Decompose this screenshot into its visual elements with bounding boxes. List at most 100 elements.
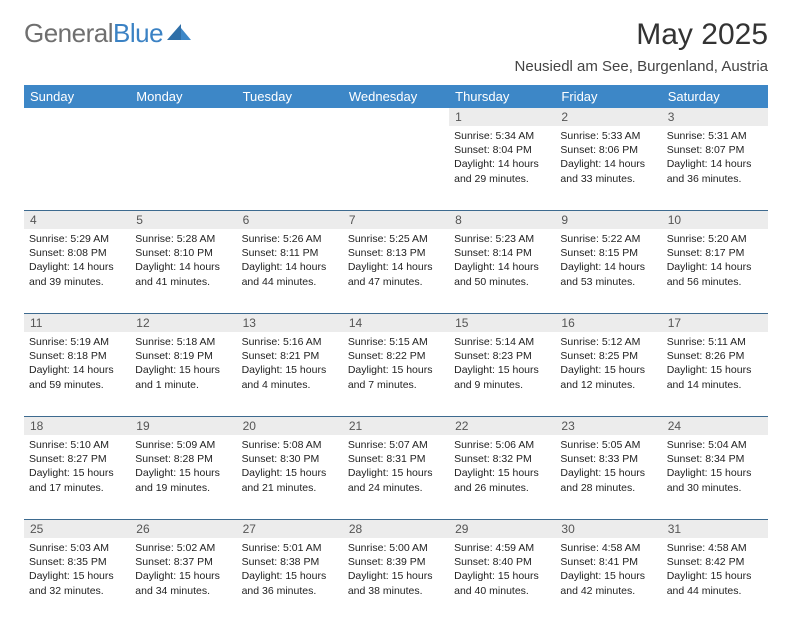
day-number: 5 xyxy=(130,211,236,229)
sunrise-text: Sunrise: 5:25 AM xyxy=(348,232,444,246)
daylight-text: Daylight: 15 hours xyxy=(454,569,550,583)
sunset-text: Sunset: 8:42 PM xyxy=(667,555,763,569)
sunrise-text: Sunrise: 4:59 AM xyxy=(454,541,550,555)
sunset-text: Sunset: 8:40 PM xyxy=(454,555,550,569)
daynum-row: 123 xyxy=(24,108,768,126)
sunset-text: Sunset: 8:35 PM xyxy=(29,555,125,569)
sunset-text: Sunset: 8:18 PM xyxy=(29,349,125,363)
sunset-text: Sunset: 8:06 PM xyxy=(560,143,656,157)
sunrise-text: Sunrise: 5:29 AM xyxy=(29,232,125,246)
day-number: 27 xyxy=(237,520,343,538)
weekday-header: Sunday Monday Tuesday Wednesday Thursday… xyxy=(24,85,768,108)
sunrise-text: Sunrise: 5:15 AM xyxy=(348,335,444,349)
sunset-text: Sunset: 8:07 PM xyxy=(667,143,763,157)
sunset-text: Sunset: 8:41 PM xyxy=(560,555,656,569)
day-cell: Sunrise: 5:09 AMSunset: 8:28 PMDaylight:… xyxy=(130,435,236,519)
day-number: 11 xyxy=(24,314,130,332)
sunset-text: Sunset: 8:25 PM xyxy=(560,349,656,363)
daylight-text: Daylight: 15 hours xyxy=(135,466,231,480)
daylight-text2: and 36 minutes. xyxy=(242,584,338,598)
day-cell xyxy=(237,126,343,210)
weekday-sun: Sunday xyxy=(24,85,130,108)
day-cell: Sunrise: 5:06 AMSunset: 8:32 PMDaylight:… xyxy=(449,435,555,519)
sunrise-text: Sunrise: 5:23 AM xyxy=(454,232,550,246)
sunset-text: Sunset: 8:33 PM xyxy=(560,452,656,466)
daylight-text2: and 12 minutes. xyxy=(560,378,656,392)
sunrise-text: Sunrise: 5:08 AM xyxy=(242,438,338,452)
day-cell: Sunrise: 5:01 AMSunset: 8:38 PMDaylight:… xyxy=(237,538,343,622)
day-cell: Sunrise: 4:58 AMSunset: 8:41 PMDaylight:… xyxy=(555,538,661,622)
sunset-text: Sunset: 8:31 PM xyxy=(348,452,444,466)
day-number: 23 xyxy=(555,417,661,435)
sunset-text: Sunset: 8:21 PM xyxy=(242,349,338,363)
daylight-text: Daylight: 14 hours xyxy=(29,260,125,274)
day-cell: Sunrise: 5:08 AMSunset: 8:30 PMDaylight:… xyxy=(237,435,343,519)
sunset-text: Sunset: 8:10 PM xyxy=(135,246,231,260)
day-number: 16 xyxy=(555,314,661,332)
logo-mark-icon xyxy=(167,18,193,49)
daylight-text: Daylight: 15 hours xyxy=(454,363,550,377)
weekday-fri: Friday xyxy=(555,85,661,108)
sunset-text: Sunset: 8:04 PM xyxy=(454,143,550,157)
sunrise-text: Sunrise: 5:02 AM xyxy=(135,541,231,555)
day-cell: Sunrise: 5:18 AMSunset: 8:19 PMDaylight:… xyxy=(130,332,236,416)
daylight-text2: and 38 minutes. xyxy=(348,584,444,598)
sunrise-text: Sunrise: 5:12 AM xyxy=(560,335,656,349)
sunrise-text: Sunrise: 5:10 AM xyxy=(29,438,125,452)
day-cell: Sunrise: 5:11 AMSunset: 8:26 PMDaylight:… xyxy=(662,332,768,416)
daylight-text2: and 40 minutes. xyxy=(454,584,550,598)
daynum-row: 25262728293031 xyxy=(24,520,768,538)
daylight-text2: and 19 minutes. xyxy=(135,481,231,495)
daylight-text2: and 21 minutes. xyxy=(242,481,338,495)
daylight-text: Daylight: 14 hours xyxy=(135,260,231,274)
week-row: Sunrise: 5:29 AMSunset: 8:08 PMDaylight:… xyxy=(24,229,768,314)
sunrise-text: Sunrise: 5:11 AM xyxy=(667,335,763,349)
sunrise-text: Sunrise: 5:03 AM xyxy=(29,541,125,555)
day-number: 4 xyxy=(24,211,130,229)
daylight-text2: and 26 minutes. xyxy=(454,481,550,495)
day-cell: Sunrise: 5:34 AMSunset: 8:04 PMDaylight:… xyxy=(449,126,555,210)
day-number: 22 xyxy=(449,417,555,435)
daylight-text: Daylight: 14 hours xyxy=(454,157,550,171)
sunrise-text: Sunrise: 5:33 AM xyxy=(560,129,656,143)
sunrise-text: Sunrise: 5:28 AM xyxy=(135,232,231,246)
day-number: 15 xyxy=(449,314,555,332)
sunrise-text: Sunrise: 5:22 AM xyxy=(560,232,656,246)
sunset-text: Sunset: 8:28 PM xyxy=(135,452,231,466)
daylight-text: Daylight: 15 hours xyxy=(135,363,231,377)
day-cell: Sunrise: 5:07 AMSunset: 8:31 PMDaylight:… xyxy=(343,435,449,519)
day-cell: Sunrise: 5:12 AMSunset: 8:25 PMDaylight:… xyxy=(555,332,661,416)
day-number: 21 xyxy=(343,417,449,435)
header: GeneralBlue May 2025 Neusiedl am See, Bu… xyxy=(24,18,768,75)
logo-word2: Blue xyxy=(113,18,163,49)
location-label: Neusiedl am See, Burgenland, Austria xyxy=(515,58,768,75)
day-cell: Sunrise: 4:58 AMSunset: 8:42 PMDaylight:… xyxy=(662,538,768,622)
day-cell: Sunrise: 5:31 AMSunset: 8:07 PMDaylight:… xyxy=(662,126,768,210)
sunrise-text: Sunrise: 5:00 AM xyxy=(348,541,444,555)
weeks-container: 123Sunrise: 5:34 AMSunset: 8:04 PMDaylig… xyxy=(24,108,768,622)
day-number: 31 xyxy=(662,520,768,538)
weekday-mon: Monday xyxy=(130,85,236,108)
daylight-text2: and 24 minutes. xyxy=(348,481,444,495)
sunset-text: Sunset: 8:17 PM xyxy=(667,246,763,260)
day-number: 10 xyxy=(662,211,768,229)
day-cell: Sunrise: 5:14 AMSunset: 8:23 PMDaylight:… xyxy=(449,332,555,416)
sunrise-text: Sunrise: 5:01 AM xyxy=(242,541,338,555)
day-number xyxy=(130,108,236,126)
daylight-text: Daylight: 15 hours xyxy=(348,569,444,583)
day-cell: Sunrise: 5:16 AMSunset: 8:21 PMDaylight:… xyxy=(237,332,343,416)
daylight-text2: and 41 minutes. xyxy=(135,275,231,289)
day-number: 1 xyxy=(449,108,555,126)
daylight-text2: and 59 minutes. xyxy=(29,378,125,392)
daylight-text2: and 29 minutes. xyxy=(454,172,550,186)
day-cell: Sunrise: 5:10 AMSunset: 8:27 PMDaylight:… xyxy=(24,435,130,519)
daylight-text: Daylight: 15 hours xyxy=(454,466,550,480)
week-row: Sunrise: 5:19 AMSunset: 8:18 PMDaylight:… xyxy=(24,332,768,417)
sunrise-text: Sunrise: 5:07 AM xyxy=(348,438,444,452)
daylight-text: Daylight: 15 hours xyxy=(29,466,125,480)
daylight-text: Daylight: 14 hours xyxy=(29,363,125,377)
daylight-text2: and 9 minutes. xyxy=(454,378,550,392)
day-number: 30 xyxy=(555,520,661,538)
week-row: Sunrise: 5:10 AMSunset: 8:27 PMDaylight:… xyxy=(24,435,768,520)
weekday-thu: Thursday xyxy=(449,85,555,108)
